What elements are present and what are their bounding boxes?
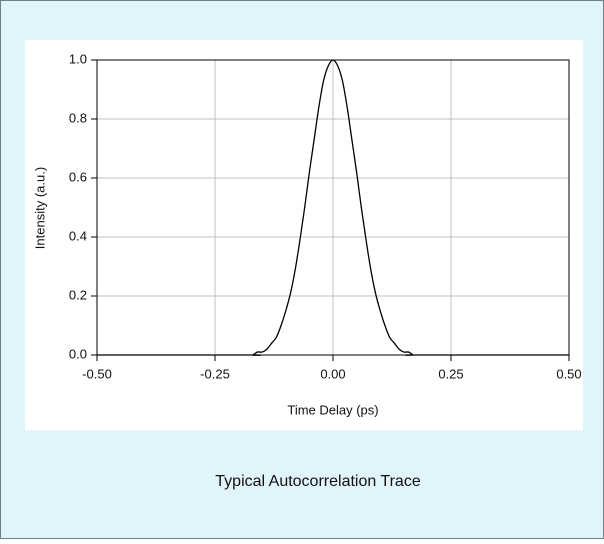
x-tick-label: -0.25 (200, 366, 230, 381)
x-tick-label: 0.00 (320, 366, 345, 381)
y-axis-label: Intensity (a.u.) (32, 167, 47, 249)
x-tick-label: 0.25 (438, 366, 463, 381)
chart-area (25, 40, 583, 430)
caption: Typical Autocorrelation Trace (215, 473, 421, 490)
y-tick-label: 0.6 (69, 169, 87, 184)
y-tick-label: 1.0 (69, 51, 87, 66)
y-tick-label: 0.8 (69, 110, 87, 125)
y-tick-label: 0.4 (69, 228, 87, 243)
plot: 0.0 0.2 0.4 0.6 0.8 1.0 -0.50 -0.25 0.00 0.25 0.50 (69, 51, 582, 381)
x-axis-label: Time Delay (ps) (287, 402, 378, 417)
y-tick-label: 0.2 (69, 287, 87, 302)
x-tick-label: -0.50 (82, 366, 112, 381)
x-tick-label: 0.50 (556, 366, 581, 381)
y-tick-label: 0.0 (69, 346, 87, 361)
trace-line (97, 59, 569, 356)
